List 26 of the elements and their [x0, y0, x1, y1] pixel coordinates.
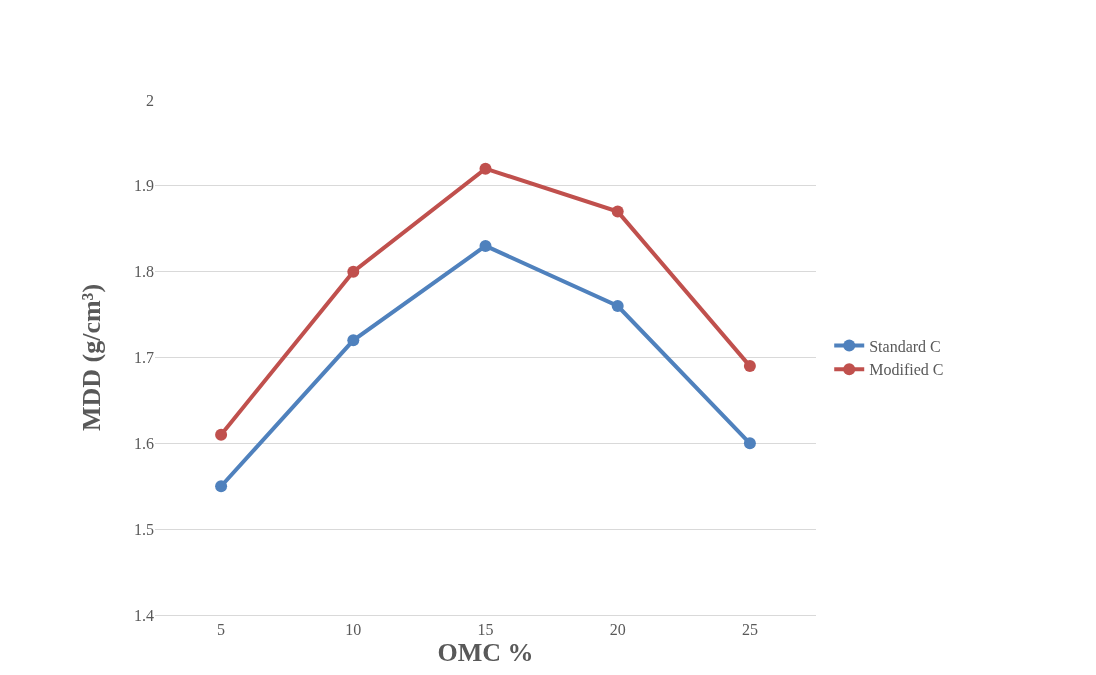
point: [215, 480, 228, 493]
x-axis-title: OMC %: [437, 638, 534, 668]
y-tick-label: 2: [146, 91, 154, 109]
x-tick-label: 10: [345, 621, 362, 639]
y-tick-label: 1.8: [134, 263, 154, 281]
point: [215, 428, 228, 441]
legend-label: Modified C: [869, 361, 944, 379]
point: [611, 205, 624, 218]
point: [611, 300, 624, 312]
point: [347, 265, 360, 278]
y-tick-label: 1.6: [134, 434, 154, 452]
point: [479, 162, 492, 175]
y-axis-title: MDD (g/cm³): [77, 283, 107, 432]
legend-label: Standard C: [869, 337, 941, 355]
y-tick-label: 1.4: [134, 606, 154, 624]
y-tick-label: 1.7: [134, 349, 154, 367]
point: [347, 334, 360, 347]
point: [743, 360, 756, 373]
x-tick-label: 15: [477, 621, 494, 639]
y-tick-label: 1.5: [134, 520, 154, 538]
point: [743, 437, 756, 450]
x-tick-label: 20: [609, 621, 626, 639]
y-tick-label: 1.9: [134, 177, 154, 195]
point: [479, 239, 492, 252]
x-tick-label: 25: [741, 621, 758, 639]
x-tick-label: 5: [217, 621, 226, 639]
